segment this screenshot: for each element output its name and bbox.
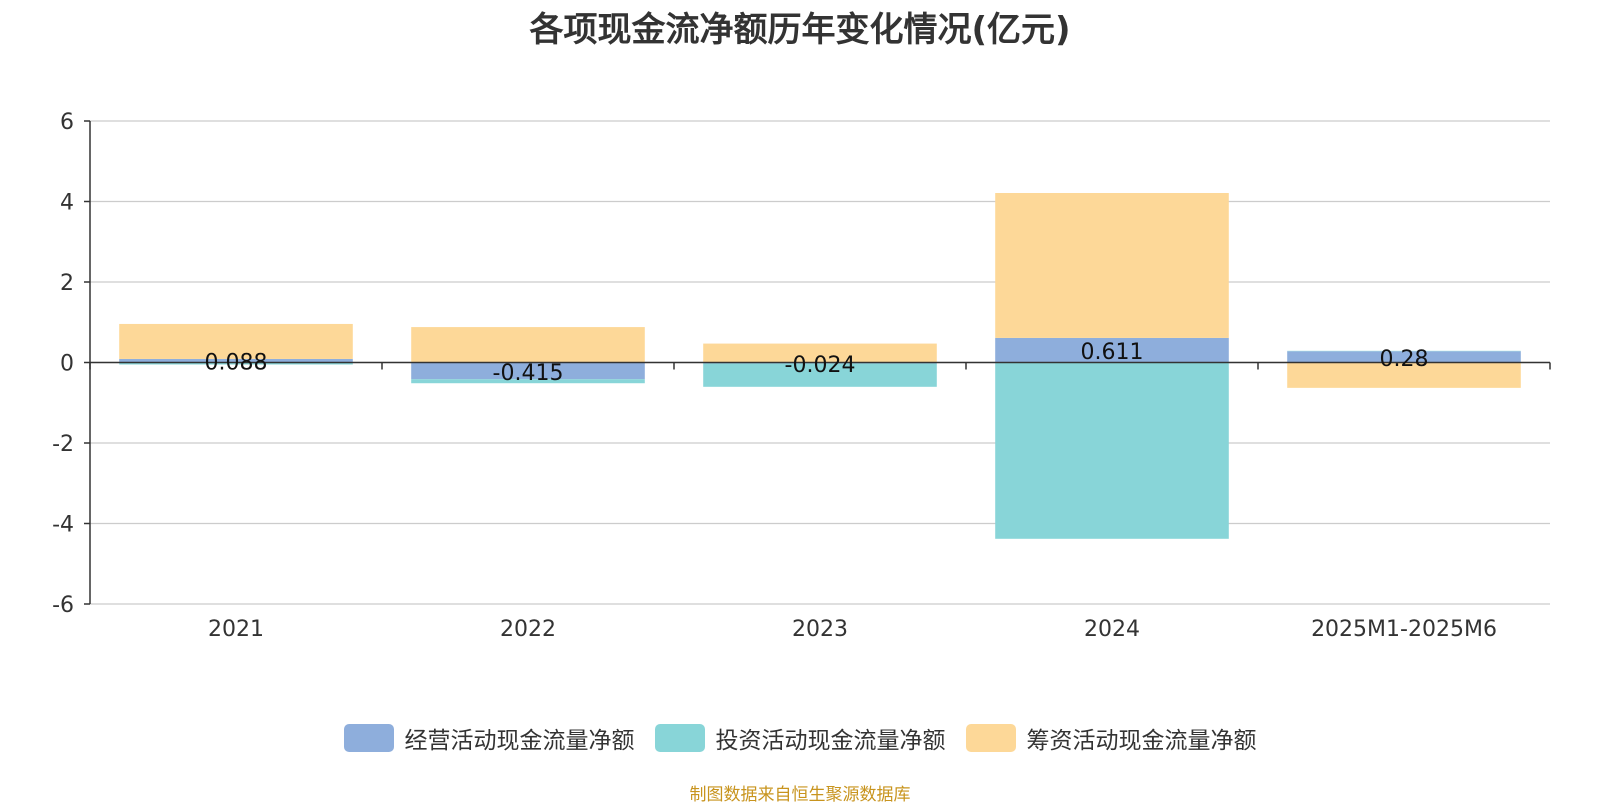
data-label: -0.415 bbox=[493, 361, 564, 386]
legend-label-financing: 筹资活动现金流量净额 bbox=[1027, 721, 1257, 755]
bar-series3-2024 bbox=[995, 193, 1229, 338]
y-tick-label: -6 bbox=[52, 593, 74, 618]
y-tick-label: 6 bbox=[60, 110, 74, 135]
legend-swatch-operating bbox=[344, 724, 394, 752]
y-tick-label: 0 bbox=[60, 352, 74, 377]
legend-swatch-investing bbox=[655, 724, 705, 752]
data-source-note: 制图数据来自恒生聚源数据库 bbox=[0, 780, 1600, 805]
x-tick-label: 2024 bbox=[1084, 617, 1140, 642]
legend-label-investing: 投资活动现金流量净额 bbox=[716, 721, 946, 755]
legend-item-investing[interactable]: 投资活动现金流量净额 bbox=[655, 721, 946, 755]
x-tick-label: 2023 bbox=[792, 617, 848, 642]
y-tick-label: 4 bbox=[60, 191, 74, 216]
chart-legend: 经营活动现金流量净额 投资活动现金流量净额 筹资活动现金流量净额 bbox=[0, 720, 1600, 756]
data-label: -0.024 bbox=[785, 353, 856, 378]
x-tick-label: 2021 bbox=[208, 617, 264, 642]
data-label: 0.28 bbox=[1380, 347, 1429, 372]
bar-series2-2024 bbox=[995, 363, 1229, 539]
y-tick-label: 2 bbox=[60, 271, 74, 296]
bar-series3-2022 bbox=[411, 327, 645, 362]
legend-swatch-financing bbox=[966, 724, 1016, 752]
legend-label-operating: 经营活动现金流量净额 bbox=[405, 721, 635, 755]
x-tick-label: 2022 bbox=[500, 617, 556, 642]
y-tick-label: -2 bbox=[52, 432, 74, 457]
chart-plot: -6 -4 -2 0 2 4 6 2021 2022 2023 2024 2025M1-2025M6 0… bbox=[0, 0, 1600, 700]
legend-item-financing[interactable]: 筹资活动现金流量净额 bbox=[966, 721, 1257, 755]
x-tick-label: 2025M1-2025M6 bbox=[1311, 617, 1497, 642]
data-label: 0.611 bbox=[1081, 340, 1144, 365]
legend-item-operating[interactable]: 经营活动现金流量净额 bbox=[344, 721, 635, 755]
y-tick-label: -4 bbox=[52, 513, 74, 538]
data-label: 0.088 bbox=[205, 351, 268, 376]
